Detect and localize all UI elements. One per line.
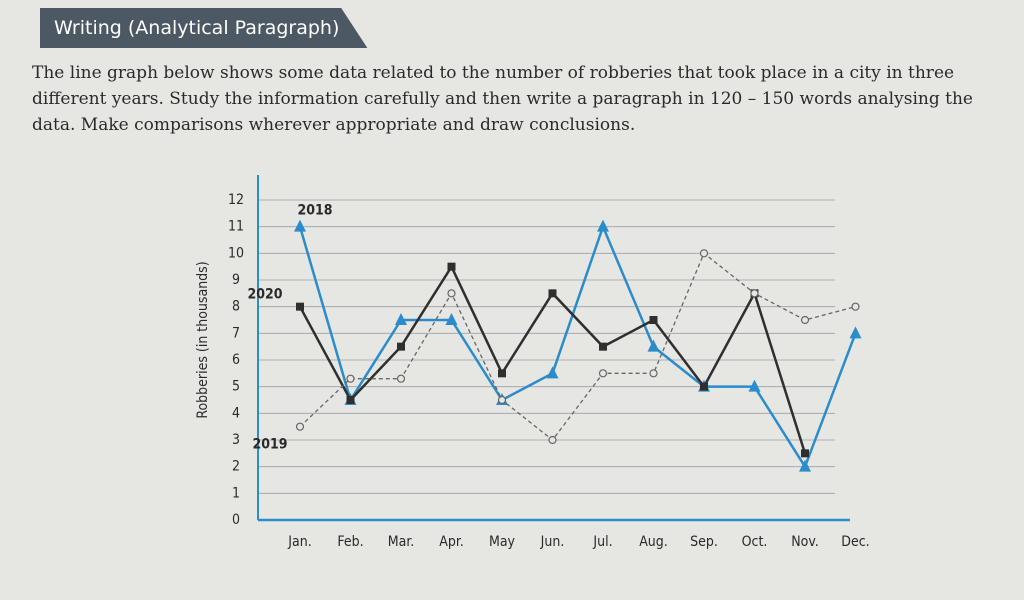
y-tick-label: 1 xyxy=(232,485,240,501)
point xyxy=(346,396,355,404)
point xyxy=(699,249,709,258)
point xyxy=(649,316,658,324)
y-tick-label: 0 xyxy=(232,512,240,528)
legend-label: 2018 xyxy=(297,203,332,219)
y-tick-label: 6 xyxy=(232,352,240,368)
series-line xyxy=(298,223,857,470)
x-tick-label: Feb. xyxy=(337,534,363,550)
x-tick-label: Jul. xyxy=(592,534,612,550)
point xyxy=(597,219,609,232)
y-tick-label: 4 xyxy=(232,405,240,421)
point xyxy=(346,374,355,383)
x-tick-label: Dec. xyxy=(841,534,869,550)
point xyxy=(849,326,862,339)
x-tick-label: Jun. xyxy=(540,534,565,550)
section-banner: Writing (Analytical Paragraph) xyxy=(40,8,368,48)
point xyxy=(548,435,557,445)
point xyxy=(294,219,306,232)
y-tick-label: 5 xyxy=(232,379,240,395)
x-tick-label: Oct. xyxy=(742,534,768,550)
point xyxy=(497,395,507,405)
x-tick-label: Jan. xyxy=(287,534,311,550)
y-tick-label: 3 xyxy=(232,432,240,448)
point xyxy=(397,342,405,351)
y-tick-label: 7 xyxy=(232,325,240,341)
point xyxy=(395,313,407,325)
point xyxy=(851,302,860,311)
x-tick-label: Aug. xyxy=(639,534,668,550)
x-tick-label: Sep. xyxy=(690,534,718,550)
x-tick-label: Nov. xyxy=(791,534,819,550)
point xyxy=(498,369,506,378)
point xyxy=(598,369,608,378)
point xyxy=(750,289,759,298)
series-line xyxy=(299,252,856,441)
y-axis-label: Robberies (in thousands) xyxy=(195,261,211,418)
x-tick-label: Apr. xyxy=(439,534,464,550)
y-tick-label: 10 xyxy=(228,245,244,261)
point xyxy=(748,379,761,392)
point xyxy=(447,289,456,298)
y-tick-label: 2 xyxy=(232,459,240,475)
y-tick-label: 12 xyxy=(228,192,244,208)
point xyxy=(647,339,660,352)
point xyxy=(447,262,456,271)
point xyxy=(396,374,406,383)
point xyxy=(700,382,708,391)
point xyxy=(546,366,559,379)
x-tick-label: Mar. xyxy=(388,534,414,550)
point xyxy=(295,422,305,431)
instructions: The line graph below shows some data rel… xyxy=(32,63,973,135)
legend-label: 2020 xyxy=(247,287,282,303)
legend-label: 2019 xyxy=(252,437,287,453)
point xyxy=(649,369,658,378)
point xyxy=(445,313,458,325)
point xyxy=(548,289,557,298)
point xyxy=(801,449,809,458)
point xyxy=(296,302,304,311)
y-tick-label: 9 xyxy=(232,272,240,288)
x-tick-label: May xyxy=(489,534,516,550)
point xyxy=(800,315,810,325)
y-tick-label: 8 xyxy=(232,299,240,315)
point xyxy=(599,342,607,351)
y-tick-label: 11 xyxy=(228,219,244,235)
point xyxy=(799,459,811,472)
